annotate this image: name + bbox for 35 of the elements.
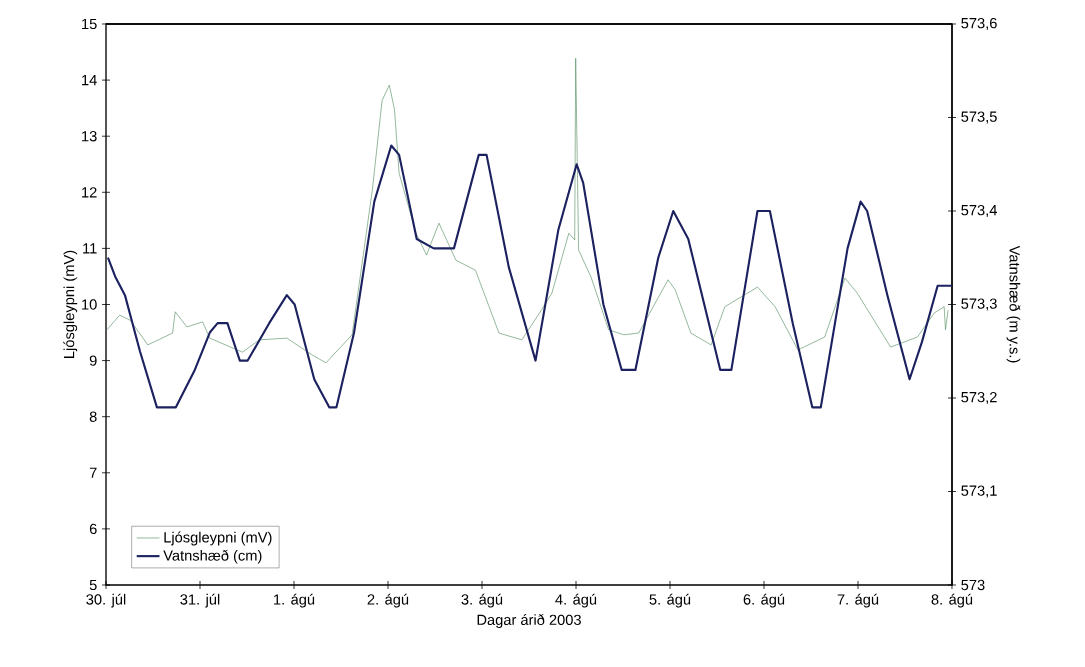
y-tick-label: 11 (83, 243, 97, 254)
y-tick-label: 15 (82, 18, 97, 30)
y2-tick-label: 573,4 (961, 204, 997, 218)
y2-tick-label: 573,6 (961, 17, 997, 31)
y-axis-title: Ljósgleypni (mV) (63, 250, 78, 358)
y-tick-label: 14 (82, 75, 97, 86)
y-tick-label: 5 (89, 579, 97, 591)
y-tick-label: 6 (89, 523, 97, 535)
x-axis-title: Dagar árið 2003 (477, 614, 581, 628)
x-tick-label: 4. ágú (555, 593, 597, 608)
x-tick-label: 30. júl (86, 593, 126, 608)
legend-label: Vatnshæð (cm) (163, 549, 262, 564)
y-tick-label: 7 (89, 467, 97, 478)
x-tick-label: 2. ágú (367, 593, 409, 608)
y-tick-label: 9 (89, 355, 97, 366)
y2-tick-label: 573 (961, 579, 985, 591)
legend-label: Ljósgleypni (mV) (164, 531, 272, 546)
y-tick-label: 12 (82, 187, 97, 198)
y2-axis-title: Vatnshæð (m y.s.) (1006, 245, 1021, 363)
x-tick-label: 1. ágú (274, 593, 315, 608)
x-tick-label: 3. ágú (461, 593, 503, 608)
y2-tick-label: 573,2 (961, 391, 997, 405)
line-series (106, 144, 952, 409)
x-tick-label: 8. ágú (931, 593, 973, 608)
y2-tick-label: 573,1 (961, 485, 997, 498)
line-series (106, 57, 949, 364)
y-tick-label: 8 (89, 411, 97, 422)
x-tick-label: 5. ágú (649, 593, 691, 608)
y2-tick-label: 573,3 (961, 298, 997, 311)
y-tick-label: 10 (82, 299, 97, 310)
y-tick-label: 13 (82, 131, 97, 142)
x-tick-label: 31. júl (180, 593, 220, 608)
y2-tick-label: 573,5 (961, 111, 997, 124)
x-tick-label: 7. ágú (837, 593, 879, 608)
x-tick-label: 6. ágú (743, 593, 785, 608)
